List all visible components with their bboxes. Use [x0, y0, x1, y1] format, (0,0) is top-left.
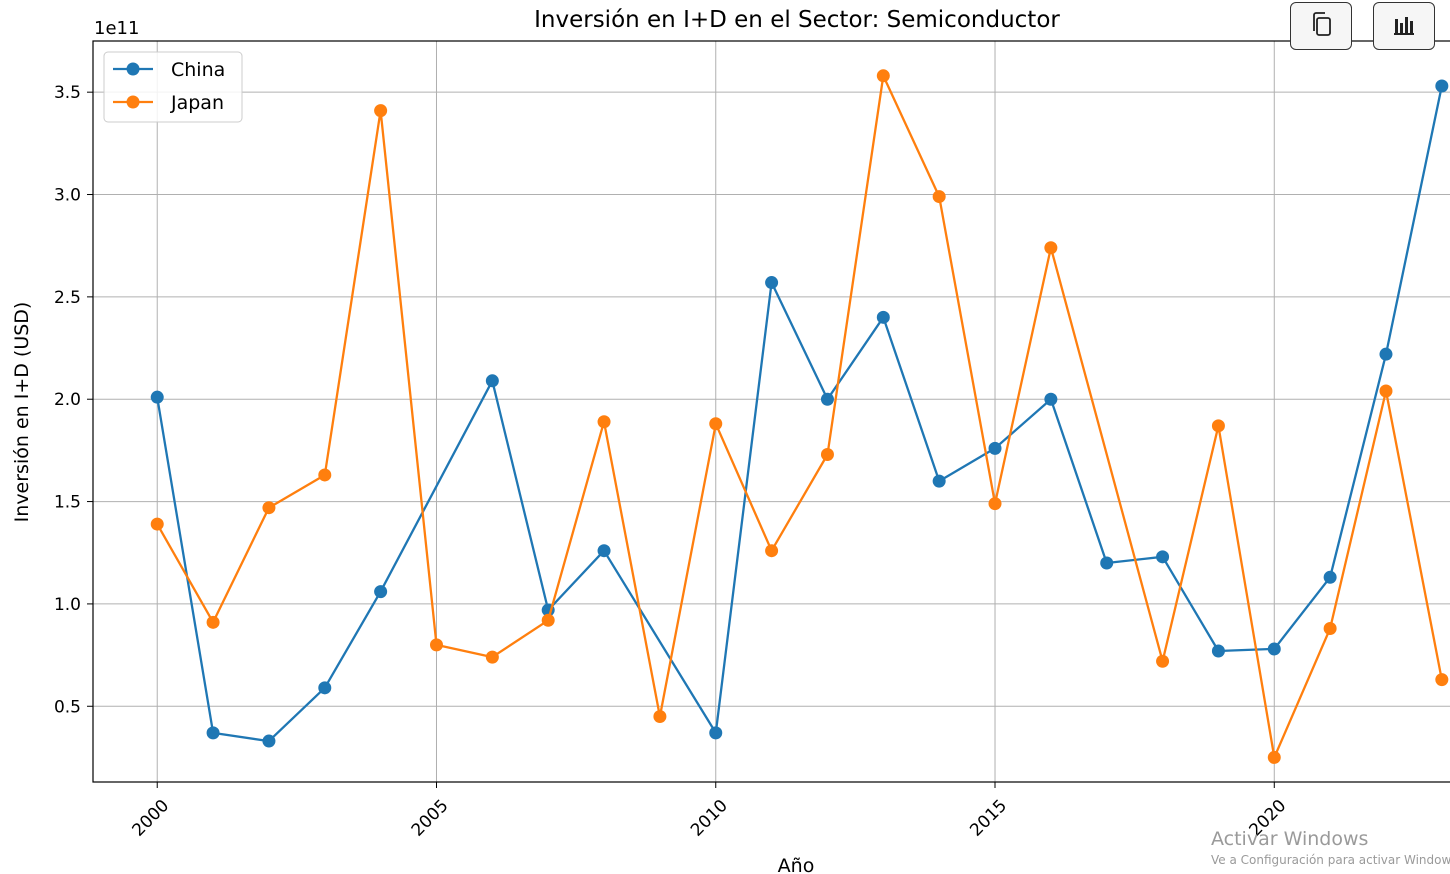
copy-button[interactable] — [1290, 2, 1352, 50]
data-point-china — [876, 310, 890, 324]
chart-button[interactable] — [1373, 2, 1435, 50]
data-point-japan — [597, 415, 611, 429]
data-point-japan — [150, 517, 164, 531]
data-point-japan — [374, 104, 388, 118]
x-tick-label: 2000 — [129, 796, 174, 841]
data-point-japan — [429, 638, 443, 652]
legend-label-japan: Japan — [170, 92, 224, 114]
y-tick-label: 2.5 — [54, 288, 81, 308]
data-point-japan — [541, 613, 555, 627]
windows-activation-title: Activar Windows — [1211, 828, 1369, 850]
y-tick-label: 1.5 — [54, 493, 81, 513]
data-point-china — [206, 726, 220, 740]
y-tick-label: 3.0 — [54, 186, 81, 206]
chart-title: Inversión en I+D en el Sector: Semicondu… — [534, 7, 1060, 33]
windows-activation-subtitle: Ve a Configuración para activar Windows. — [1211, 853, 1450, 867]
data-point-china — [318, 681, 332, 695]
series-china — [150, 79, 1449, 748]
legend: China Japan — [103, 51, 243, 123]
series-line-japan — [156, 74, 1443, 759]
data-point-japan — [1267, 750, 1281, 764]
data-point-china — [262, 734, 276, 748]
data-point-japan — [318, 468, 332, 482]
y-tick-label: 3.5 — [54, 83, 81, 103]
series-line-china — [156, 85, 1443, 743]
data-point-japan — [206, 615, 220, 629]
legend-label-china: China — [171, 59, 225, 81]
data-point-japan — [485, 650, 499, 664]
x-tick-label: 2010 — [687, 796, 732, 841]
legend-marker-japan — [126, 95, 140, 109]
data-point-japan — [765, 544, 779, 558]
data-point-japan — [653, 709, 667, 723]
data-point-china — [1156, 550, 1170, 564]
y-axis-label: Inversión en I+D (USD) — [11, 302, 33, 523]
data-point-china — [485, 374, 499, 388]
series-japan — [150, 69, 1449, 764]
y-tick-label: 0.5 — [54, 697, 81, 717]
data-point-japan — [1044, 241, 1058, 255]
data-point-china — [709, 726, 723, 740]
y-tick-label: 2.0 — [54, 390, 81, 410]
data-point-japan — [1435, 673, 1449, 687]
data-point-japan — [876, 69, 890, 83]
data-point-china — [1323, 570, 1337, 584]
x-tick-label: 2015 — [966, 796, 1011, 841]
data-point-china — [150, 390, 164, 404]
data-point-japan — [1323, 621, 1337, 635]
data-point-japan — [932, 190, 946, 204]
data-point-china — [820, 392, 834, 406]
data-point-japan — [709, 417, 723, 431]
x-tick-label: 2005 — [408, 796, 453, 841]
data-point-japan — [820, 447, 834, 461]
data-point-china — [1044, 392, 1058, 406]
data-point-china — [1267, 642, 1281, 656]
data-point-china — [1211, 644, 1225, 658]
data-point-china — [374, 585, 388, 599]
data-point-japan — [262, 501, 276, 515]
data-point-japan — [1156, 654, 1170, 668]
data-point-japan — [1379, 384, 1393, 398]
data-point-china — [1379, 347, 1393, 361]
series-lines — [150, 69, 1449, 764]
data-point-china — [765, 276, 779, 290]
x-axis-label: Año — [778, 855, 815, 874]
plot-area — [92, 40, 1450, 783]
bar-chart-icon — [1394, 17, 1414, 35]
data-point-japan — [988, 497, 1002, 511]
data-point-china — [597, 544, 611, 558]
copy-icon — [1313, 12, 1331, 36]
data-point-china — [1435, 79, 1449, 93]
grid — [93, 41, 1450, 782]
data-point-japan — [1211, 419, 1225, 433]
y-tick-label: 1.0 — [54, 595, 81, 615]
y-offset-text: 1e11 — [94, 18, 139, 39]
data-point-china — [988, 441, 1002, 455]
data-point-china — [1100, 556, 1114, 570]
data-point-china — [932, 474, 946, 488]
legend-marker-china — [126, 62, 140, 76]
